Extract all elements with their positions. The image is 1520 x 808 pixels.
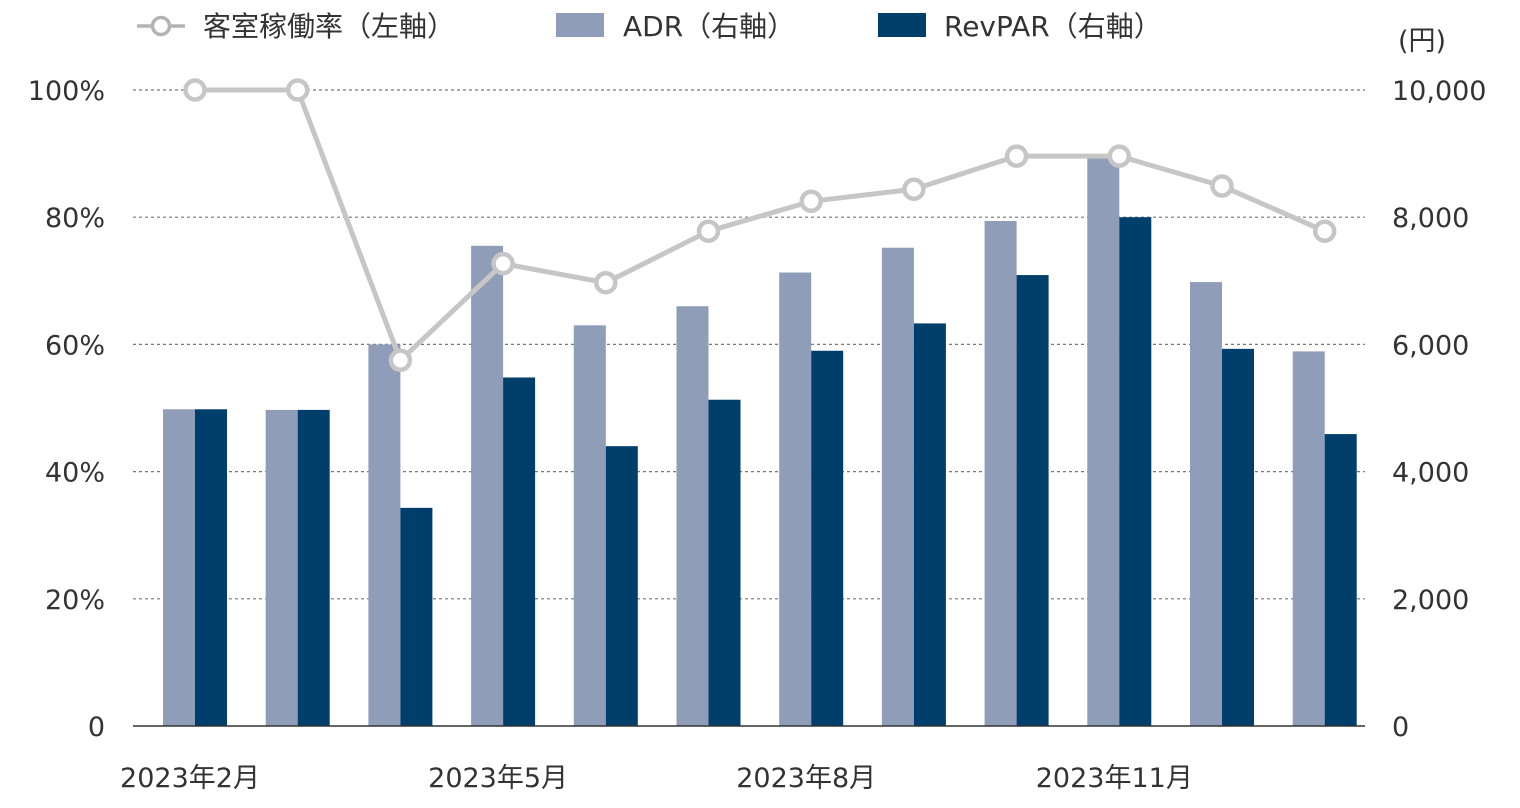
revpar-bar [1119, 217, 1152, 726]
left-axis-ticks: 0 20% 40% 60% 80% 100% [28, 76, 105, 743]
adr-bar [1292, 351, 1325, 726]
occupancy-point [799, 189, 823, 214]
right-tick-label: 2,000 [1392, 585, 1469, 616]
revpar-bar [1016, 275, 1049, 726]
adr-bar [368, 344, 401, 726]
x-tick-label: 2023年2月 [120, 763, 260, 794]
revpar-bar [297, 409, 330, 726]
occupancy-point [1210, 174, 1234, 198]
adr-bar [265, 409, 298, 726]
revpar-bar [400, 507, 433, 726]
adr-bar [163, 409, 195, 726]
revpar-bar [913, 323, 946, 726]
occupancy-point [183, 78, 207, 102]
x-tick-label: 2023年5月 [428, 763, 568, 794]
left-tick-label: 20% [45, 585, 105, 616]
right-tick-label: 8,000 [1392, 203, 1469, 234]
legend-label-adr: ADR（右軸） [623, 10, 795, 43]
revpar-bar [811, 350, 844, 726]
occupancy-point [1107, 144, 1132, 168]
revpar-bar [195, 409, 227, 726]
legend-swatch-revpar [878, 13, 926, 37]
occupancy-line-path [195, 87, 1326, 363]
right-axis-ticks: 0 2,000 4,000 6,000 8,000 10,000 [1392, 76, 1486, 743]
legend-label-occupancy: 客室稼働率（左軸） [203, 10, 455, 43]
left-tick-label: 80% [45, 203, 105, 234]
revpar-bar [708, 399, 741, 726]
revpar-bar [503, 377, 536, 726]
occupancy-line [183, 78, 1337, 373]
adr-bar [471, 245, 504, 726]
chart-legend: 客室稼働率（左軸） ADR（右軸） RevPAR（右軸） [137, 10, 1162, 43]
occupancy-point [1312, 219, 1337, 243]
adr-bar [881, 247, 914, 726]
adr-bar [1190, 282, 1222, 726]
adr-bar [984, 221, 1017, 727]
x-tick-label: 2023年11月 [1036, 763, 1193, 794]
x-axis-ticks: 2023年2月 2023年5月 2023年8月 2023年11月 [120, 763, 1193, 794]
left-tick-label: 0 [88, 712, 105, 743]
left-tick-label: 100% [28, 76, 105, 107]
legend-label-revpar: RevPAR（右軸） [944, 10, 1162, 43]
x-tick-label: 2023年8月 [736, 763, 876, 794]
legend-line-marker [150, 15, 172, 37]
revpar-bar [605, 446, 638, 726]
occupancy-point [285, 78, 310, 102]
occupancy-point [696, 219, 721, 243]
revpar-bar [1222, 348, 1254, 726]
occupancy-point [594, 270, 618, 295]
left-tick-label: 60% [45, 330, 105, 361]
adr-bar [573, 325, 606, 726]
occupancy-point [902, 177, 926, 201]
gridlines [133, 89, 1365, 600]
right-tick-label: 6,000 [1392, 330, 1469, 361]
legend-swatch-adr [556, 13, 604, 37]
left-tick-label: 40% [45, 458, 105, 489]
occupancy-point [491, 251, 515, 276]
occupancy-point [1004, 144, 1029, 168]
adr-bar [779, 272, 812, 726]
occupancy-point [388, 348, 413, 373]
adr-bar [1087, 154, 1120, 726]
right-tick-label: 0 [1392, 712, 1409, 743]
right-axis-unit: (円) [1398, 26, 1446, 57]
bars [163, 154, 1357, 727]
revpar-bar [1324, 434, 1357, 726]
right-tick-label: 4,000 [1392, 458, 1469, 489]
right-tick-label: 10,000 [1392, 76, 1486, 107]
adr-bar [676, 306, 709, 726]
